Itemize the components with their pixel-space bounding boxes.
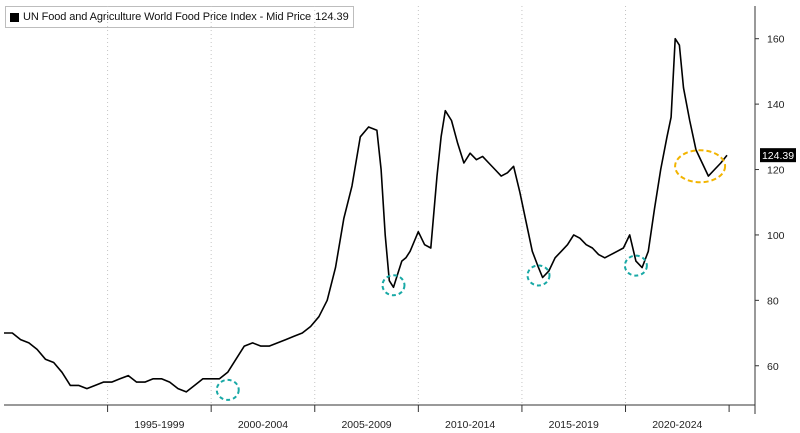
y-tick-label: 160 [767, 34, 785, 46]
series-line [4, 37, 728, 393]
last-value-badge [760, 148, 796, 163]
recent-circle [674, 149, 727, 184]
legend-value: 124.39 [315, 11, 349, 23]
y-tick-label: 120 [767, 165, 785, 177]
x-tick-label: 2000-2004 [238, 419, 288, 431]
trough-circle [526, 264, 551, 287]
x-tick-label: 2015-2019 [549, 419, 599, 431]
y-tick-label: 60 [767, 361, 779, 373]
y-tick-label: 80 [767, 295, 779, 307]
legend-label: UN Food and Agriculture World Food Price… [23, 11, 312, 23]
x-tick-label: 2010-2014 [445, 419, 495, 431]
legend-swatch [10, 12, 19, 22]
trough-circle [623, 254, 648, 277]
x-tick-label: 2020-2024 [652, 419, 702, 431]
chart-legend: UN Food and Agriculture World Food Price… [5, 6, 354, 28]
last-value-label: 124.39 [762, 150, 794, 162]
trough-circle [215, 378, 240, 401]
x-tick-label: 1995-1999 [134, 419, 184, 431]
y-tick-label: 100 [767, 230, 785, 242]
y-tick-label: 140 [767, 99, 785, 111]
trough-circle [381, 274, 406, 297]
x-tick-label: 2005-2009 [341, 419, 391, 431]
